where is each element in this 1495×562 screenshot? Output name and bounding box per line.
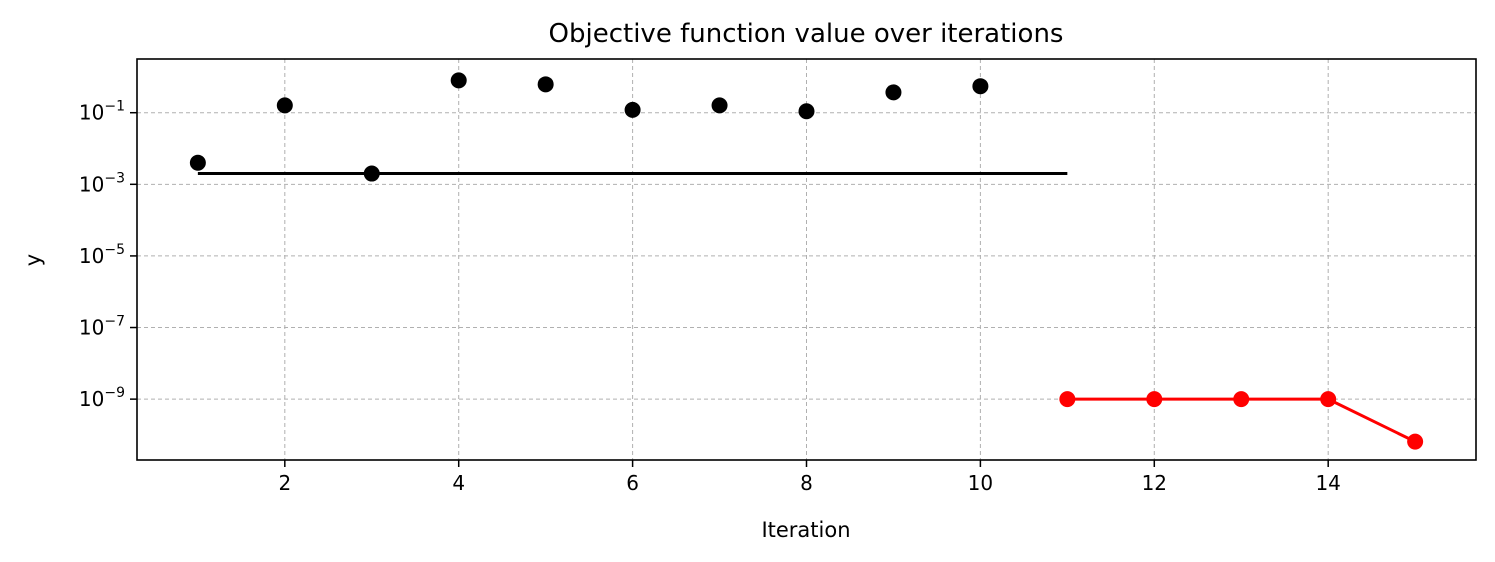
data-point [885,84,902,101]
data-point [1059,391,1076,408]
y-tick-label: 10−5 [79,242,125,268]
y-axis-label: y [21,254,45,266]
data-point [624,101,641,118]
series-2 [1059,391,1424,450]
data-point [1407,433,1424,450]
data-point [450,72,467,89]
plot-area [189,72,1424,450]
plot-frame [136,58,1477,461]
chart-title: Objective function value over iterations [549,19,1064,49]
x-tick-label: 10 [968,471,993,495]
x-axis-label: Iteration [761,518,850,542]
y-tick-label: 10−1 [79,99,125,125]
y-tick-label: 10−3 [79,170,125,196]
data-point [189,154,206,171]
data-point [798,103,815,120]
x-tick-label: 14 [1315,471,1340,495]
data-point [1146,391,1163,408]
series-0 [189,72,989,182]
x-tick-label: 4 [452,471,465,495]
x-tick-label: 2 [278,471,291,495]
x-tick-label: 8 [800,471,813,495]
axis-ticks: 2 4 6 8 10 12 14 10−1 10−3 10−5 10−7 10−9 [79,99,1341,495]
data-point [972,78,989,95]
data-point [1320,391,1337,408]
y-tick-label: 10−7 [79,314,125,340]
y-tick-label: 10−9 [79,385,125,411]
x-tick-label: 6 [626,471,639,495]
x-tick-label: 12 [1142,471,1167,495]
data-point [1233,391,1250,408]
data-point [711,97,728,114]
data-point [276,97,293,114]
data-point [537,76,554,93]
